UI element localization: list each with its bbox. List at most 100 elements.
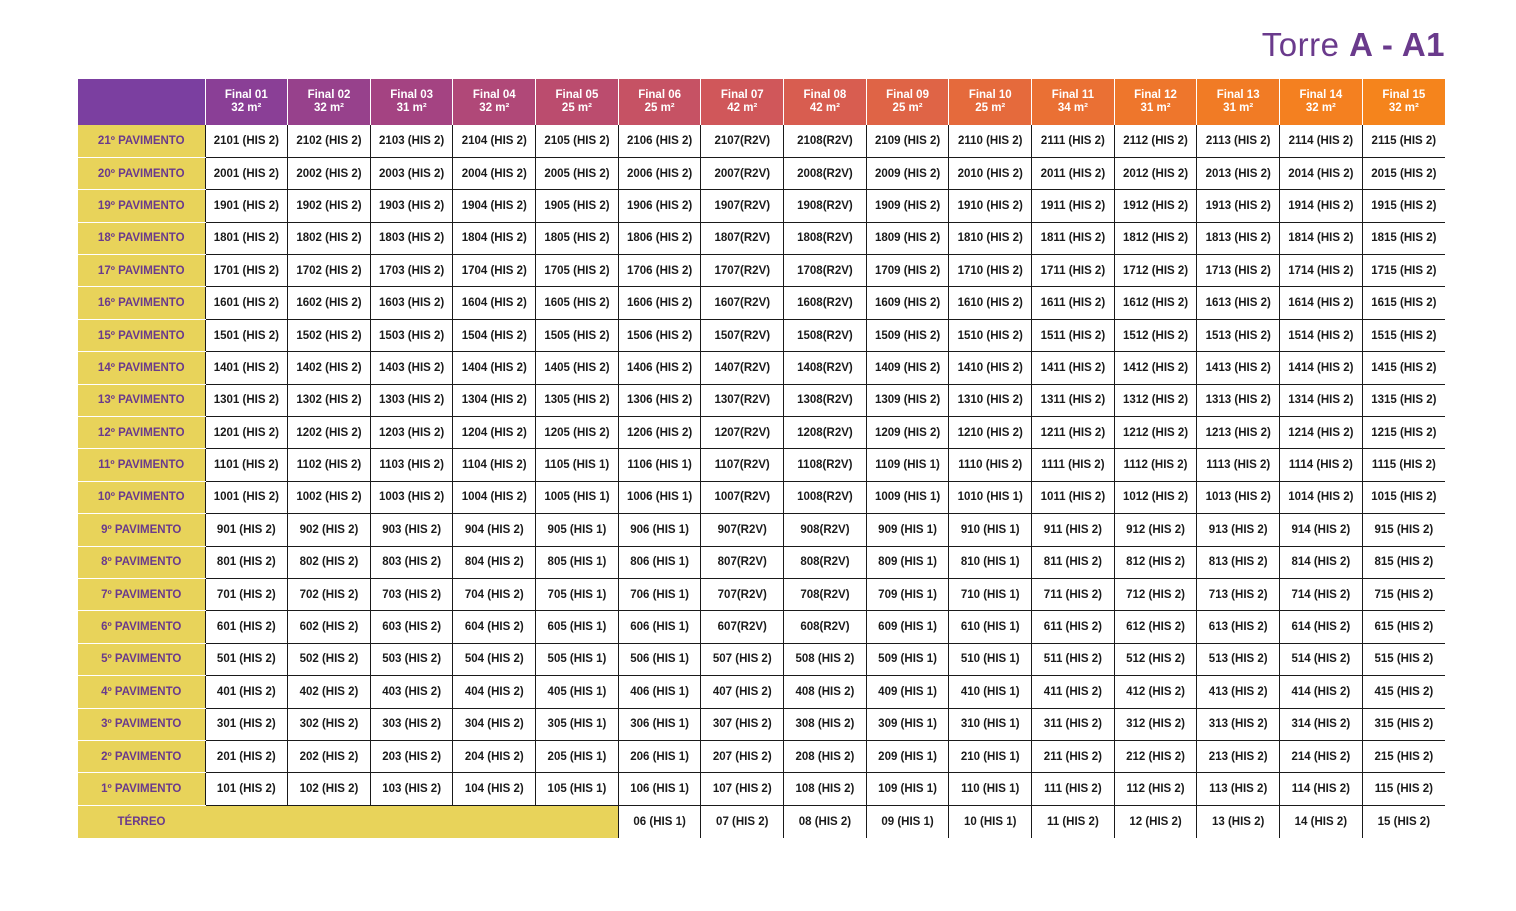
unit-cell: 1315 (HIS 2) xyxy=(1361,384,1445,418)
unit-cell: 702 (HIS 2) xyxy=(287,578,371,612)
unit-cell: 902 (HIS 2) xyxy=(287,513,371,547)
page-title: Torre A - A1 xyxy=(1262,26,1445,64)
column-area: 42 m² xyxy=(727,102,758,114)
column-area: 25 m² xyxy=(644,102,675,114)
unit-cell: 709 (HIS 1) xyxy=(865,578,949,612)
unit-cell: 1410 (HIS 2) xyxy=(948,351,1032,385)
unit-cell: 705 (HIS 1) xyxy=(535,578,619,612)
unit-cell: 1012 (HIS 2) xyxy=(1113,481,1197,515)
table-row: 18º PAVIMENTO 1801 (HIS 2) 1802 (HIS 2) 180… xyxy=(78,222,1445,256)
unit-cell: 901 (HIS 2) xyxy=(204,513,288,547)
table-row: 4º PAVIMENTO 401 (HIS 2) 402 (HIS 2) 403 (H… xyxy=(78,675,1445,709)
unit-cell: 1803 (HIS 2) xyxy=(369,222,453,256)
unit-cell: 2112 (HIS 2) xyxy=(1113,125,1197,158)
unit-cell: 414 (HIS 2) xyxy=(1279,675,1363,709)
unit-cell: 2003 (HIS 2) xyxy=(369,157,453,191)
unit-cell: 1114 (HIS 2) xyxy=(1279,448,1363,482)
table-row: 5º PAVIMENTO 501 (HIS 2) 502 (HIS 2) 503 (H… xyxy=(78,643,1445,677)
column-area: 32 m² xyxy=(231,102,262,114)
unit-cell: 914 (HIS 2) xyxy=(1279,513,1363,547)
unit-cell: 915 (HIS 2) xyxy=(1361,513,1445,547)
unit-cell: 2103 (HIS 2) xyxy=(369,125,453,158)
unit-cell: 506 (HIS 1) xyxy=(617,643,701,677)
unit-cell: 407 (HIS 2) xyxy=(700,675,784,709)
column-area: 31 m² xyxy=(396,102,427,114)
header-row: Final 01 32 m² Final 02 32 m² Final 03 31 m² F… xyxy=(78,79,1445,125)
unit-cell: 504 (HIS 2) xyxy=(452,643,536,677)
unit-cell: 2105 (HIS 2) xyxy=(535,125,619,158)
unit-cell: 1301 (HIS 2) xyxy=(204,384,288,418)
unit-cell: 1609 (HIS 2) xyxy=(865,286,949,320)
unit-cell: 1914 (HIS 2) xyxy=(1279,189,1363,223)
unit-cell: 704 (HIS 2) xyxy=(452,578,536,612)
unit-cell: 614 (HIS 2) xyxy=(1279,610,1363,644)
unit-cell: 708(R2V) xyxy=(783,578,867,612)
column-area: 25 m² xyxy=(892,102,923,114)
table-row: 20º PAVIMENTO 2001 (HIS 2) 2002 (HIS 2) 200… xyxy=(78,157,1445,191)
unit-cell: 203 (HIS 2) xyxy=(369,740,453,774)
unit-cell: 1013 (HIS 2) xyxy=(1196,481,1280,515)
unit-cell: 609 (HIS 1) xyxy=(865,610,949,644)
unit-cell: 1414 (HIS 2) xyxy=(1279,351,1363,385)
unit-cell: 411 (HIS 2) xyxy=(1031,675,1115,709)
table-row: 14º PAVIMENTO 1401 (HIS 2) 1402 (HIS 2) 140… xyxy=(78,351,1445,385)
column-area: 31 m² xyxy=(1140,102,1171,114)
unit-cell: 1105 (HIS 1) xyxy=(535,448,619,482)
unit-cell: 408 (HIS 2) xyxy=(783,675,867,709)
unit-cell: 601 (HIS 2) xyxy=(204,610,288,644)
unit-cell: 1214 (HIS 2) xyxy=(1279,416,1363,450)
unit-cell: 613 (HIS 2) xyxy=(1196,610,1280,644)
unit-cell: 2108(R2V) xyxy=(783,125,867,158)
unit-cell: 1706 (HIS 2) xyxy=(617,254,701,288)
unit-cell: 301 (HIS 2) xyxy=(204,708,288,741)
unit-cell: 805 (HIS 1) xyxy=(535,546,619,579)
column-header: Final 09 25 m² xyxy=(865,79,949,125)
unit-cell: 1512 (HIS 2) xyxy=(1113,319,1197,353)
table-header: Final 01 32 m² Final 02 32 m² Final 03 31 m² F… xyxy=(78,79,1445,125)
unit-cell: 1106 (HIS 1) xyxy=(617,448,701,482)
column-label: Final 01 xyxy=(224,89,268,101)
unit-cell: 2015 (HIS 2) xyxy=(1361,157,1445,191)
title-tower: A xyxy=(1349,26,1373,63)
unit-cell: 1807(R2V) xyxy=(700,222,784,256)
unit-cell: 903 (HIS 2) xyxy=(369,513,453,547)
unit-cell: 1004 (HIS 2) xyxy=(452,481,536,515)
unit-cell: 1702 (HIS 2) xyxy=(287,254,371,288)
table-row: 7º PAVIMENTO 701 (HIS 2) 702 (HIS 2) 703 (H… xyxy=(78,578,1445,612)
unit-cell: 1303 (HIS 2) xyxy=(369,384,453,418)
column-header: Final 01 32 m² xyxy=(204,79,288,125)
unit-cell: 510 (HIS 1) xyxy=(948,643,1032,677)
unit-cell: 802 (HIS 2) xyxy=(287,546,371,579)
unit-cell: 303 (HIS 2) xyxy=(369,708,453,741)
unit-cell: 913 (HIS 2) xyxy=(1196,513,1280,547)
unit-cell: 1306 (HIS 2) xyxy=(617,384,701,418)
unit-cell: 1314 (HIS 2) xyxy=(1279,384,1363,418)
title-separator: - xyxy=(1372,26,1402,63)
unit-cell: 104 (HIS 2) xyxy=(452,772,536,806)
table-row: 15º PAVIMENTO 1501 (HIS 2) 1502 (HIS 2) 150… xyxy=(78,319,1445,353)
unit-cell: 1111 (HIS 2) xyxy=(1031,448,1115,482)
floor-label: 3º PAVIMENTO xyxy=(78,708,205,741)
unit-cell: 1113 (HIS 2) xyxy=(1196,448,1280,482)
unit-cell: 114 (HIS 2) xyxy=(1279,772,1363,806)
unit-cell: 1210 (HIS 2) xyxy=(948,416,1032,450)
unit-cell: 402 (HIS 2) xyxy=(287,675,371,709)
unit-cell: 2013 (HIS 2) xyxy=(1196,157,1280,191)
unit-cell: 1404 (HIS 2) xyxy=(452,351,536,385)
unit-cell: 08 (HIS 2) xyxy=(783,805,867,838)
floor-label: 4º PAVIMENTO xyxy=(78,675,205,709)
unit-cell: 1002 (HIS 2) xyxy=(287,481,371,515)
floor-label: 1º PAVIMENTO xyxy=(78,772,205,806)
unit-cell: 204 (HIS 2) xyxy=(452,740,536,774)
unit-cell: 1010 (HIS 1) xyxy=(948,481,1032,515)
unit-cell: 213 (HIS 2) xyxy=(1196,740,1280,774)
floor-label: 12º PAVIMENTO xyxy=(78,416,205,450)
unit-cell: 1514 (HIS 2) xyxy=(1279,319,1363,353)
unit-cell: 1805 (HIS 2) xyxy=(535,222,619,256)
unit-cell: 501 (HIS 2) xyxy=(204,643,288,677)
table-row: 9º PAVIMENTO 901 (HIS 2) 902 (HIS 2) 903 (H… xyxy=(78,513,1445,547)
unit-cell: 507 (HIS 2) xyxy=(700,643,784,677)
unit-cell: 1714 (HIS 2) xyxy=(1279,254,1363,288)
unit-cell: 513 (HIS 2) xyxy=(1196,643,1280,677)
unit-cell: 1607(R2V) xyxy=(700,286,784,320)
